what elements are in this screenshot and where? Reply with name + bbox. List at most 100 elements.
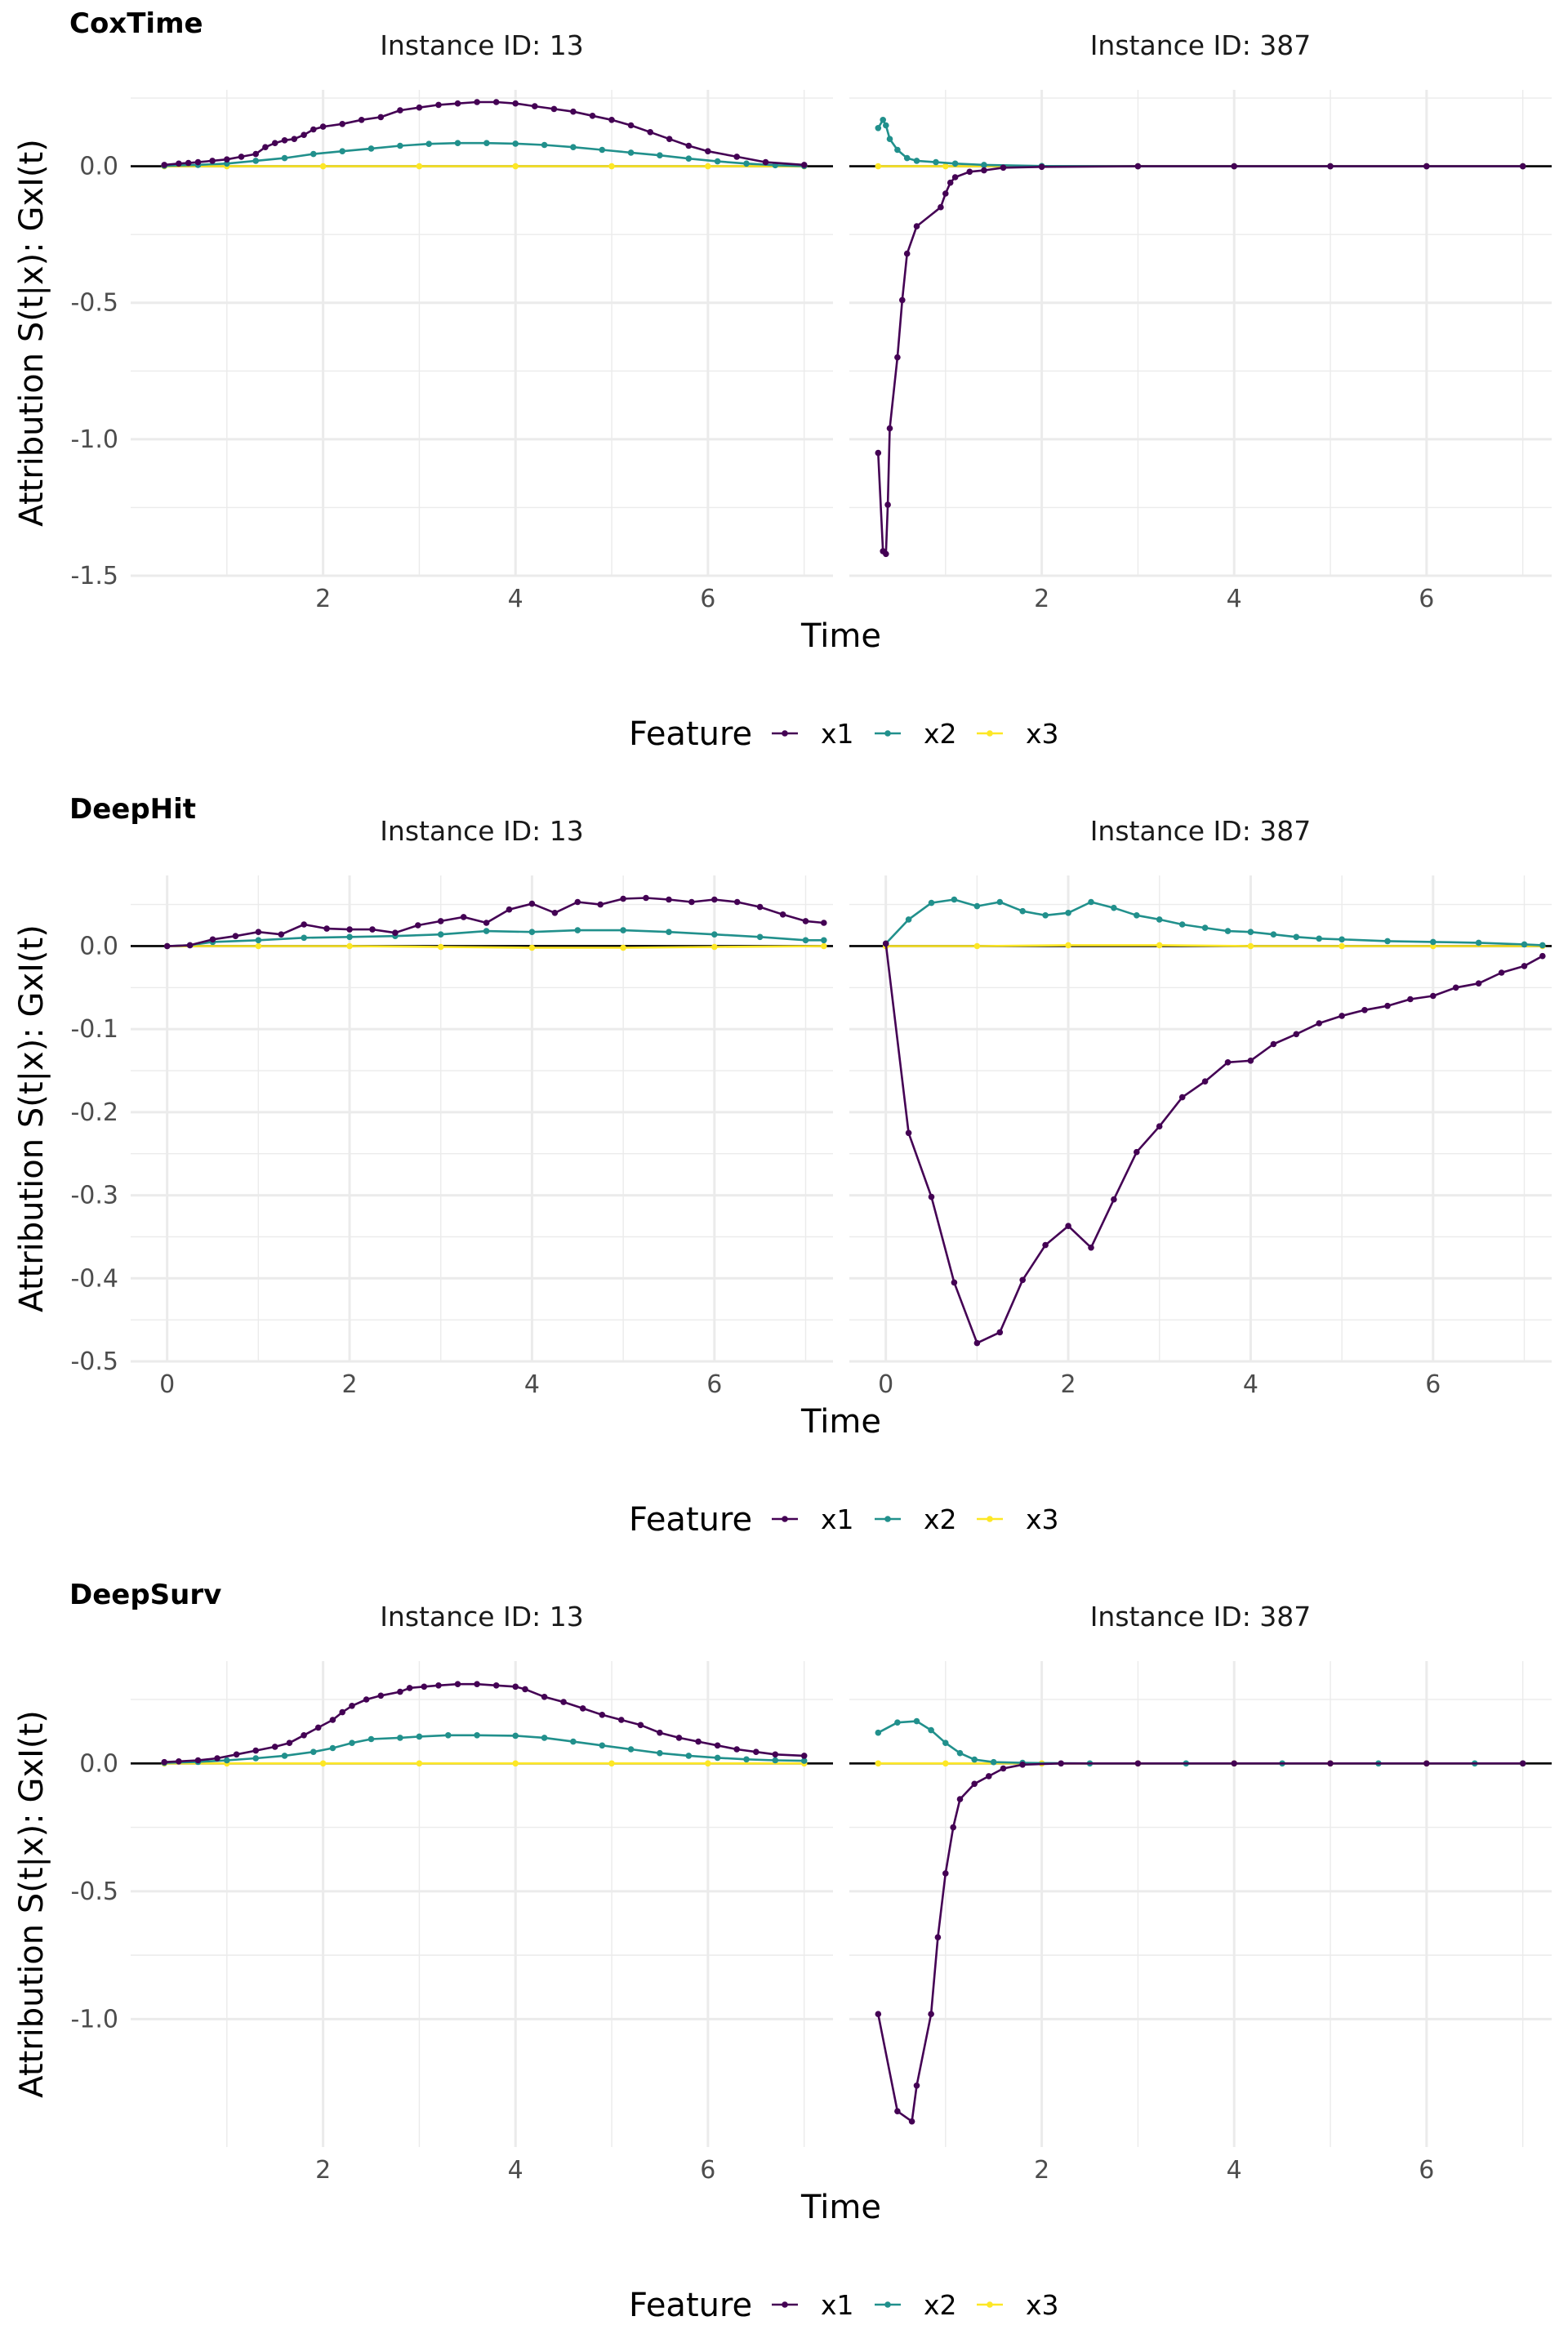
legend-label-x2: x2 (924, 1503, 957, 1535)
data-point-x1 (1178, 1094, 1186, 1101)
data-point-x2 (714, 1754, 721, 1762)
data-point-x2 (928, 899, 935, 906)
data-point-x1 (666, 896, 672, 903)
data-point-x2 (685, 1753, 693, 1759)
data-point-x1 (512, 1683, 519, 1690)
data-point-x1 (1111, 1196, 1117, 1203)
data-point-x2 (1042, 912, 1049, 919)
data-point-x1 (1000, 164, 1007, 172)
data-point-x2 (437, 931, 444, 938)
data-point-x1 (209, 158, 216, 164)
data-point-x1 (483, 920, 490, 926)
data-point-x1 (1042, 1241, 1049, 1249)
facet-strip-label: Instance ID: 387 (1090, 1601, 1312, 1633)
data-point-x2 (821, 937, 827, 944)
x-tick-label: 2 (315, 2156, 331, 2185)
data-point-x1 (271, 140, 278, 146)
data-point-x1 (675, 1735, 683, 1741)
data-point-x2 (454, 140, 461, 146)
legend-label-x3: x3 (1026, 2289, 1059, 2321)
data-point-x1 (252, 1747, 260, 1754)
data-point-x1 (800, 162, 808, 168)
data-point-x1 (647, 129, 653, 136)
data-point-x1 (262, 144, 269, 150)
legend-label-x2: x2 (924, 2289, 957, 2321)
data-point-x2 (445, 1732, 452, 1739)
data-point-x2 (772, 1757, 779, 1764)
y-tick-label: -0.5 (70, 1878, 118, 1906)
data-point-x1 (369, 926, 376, 933)
data-point-x1 (435, 1682, 442, 1689)
x-tick-label: 6 (1425, 1370, 1441, 1399)
x-tick-label: 2 (1034, 585, 1049, 613)
data-point-x1 (286, 1740, 293, 1746)
series-x3 (161, 1760, 808, 1767)
facet-strip-label: Instance ID: 387 (1090, 29, 1312, 61)
data-point-x1 (1088, 1244, 1094, 1251)
data-point-x1 (657, 1729, 663, 1736)
facet-1: Instance ID: 13 2 4 6 (131, 1601, 833, 2185)
y-tick-label: -0.5 (70, 289, 118, 318)
data-point-x2 (981, 162, 987, 168)
data-point-x3 (705, 163, 711, 170)
data-point-x1 (574, 898, 581, 906)
series-x2 (161, 1732, 808, 1766)
x-tick-label: 4 (1227, 585, 1242, 613)
data-point-x3 (319, 163, 327, 170)
data-point-x2 (1475, 939, 1482, 947)
data-point-x2 (483, 928, 490, 934)
data-point-x2 (883, 122, 889, 129)
x-tick-label: 2 (315, 585, 331, 613)
data-point-x1 (608, 117, 615, 123)
data-point-x1 (194, 158, 202, 166)
legend: Feature x1 x2 x3 (629, 715, 1059, 753)
data-point-x1 (1224, 1059, 1232, 1066)
series-x1 (875, 163, 1526, 558)
data-point-x1 (392, 929, 399, 936)
data-point-x2 (1088, 898, 1094, 906)
data-point-x1 (255, 929, 262, 935)
data-point-x2 (743, 1756, 750, 1763)
data-point-x1 (1498, 969, 1505, 976)
data-point-x1 (1134, 163, 1142, 170)
data-point-x2 (528, 929, 536, 935)
legend-label-x2: x2 (924, 718, 957, 750)
data-point-x1 (928, 1193, 935, 1200)
data-point-x2 (224, 1757, 230, 1764)
x-tick-label: 2 (1034, 2156, 1049, 2185)
data-point-x1 (186, 942, 194, 949)
data-point-x2 (1178, 921, 1186, 928)
data-point-x1 (627, 122, 635, 129)
data-point-x1 (882, 940, 889, 947)
data-point-x2 (886, 136, 893, 142)
data-point-x2 (1270, 931, 1277, 938)
data-point-x2 (512, 140, 519, 147)
y-tick-label: -0.3 (70, 1182, 118, 1210)
data-point-x2 (425, 140, 432, 147)
x-tick-label: 6 (1419, 2156, 1434, 2185)
data-point-x2 (933, 158, 939, 166)
data-point-x3 (512, 163, 519, 170)
chart-title: DeepSurv (69, 1579, 221, 1611)
data-point-x2 (928, 1726, 934, 1734)
data-point-x1 (416, 104, 423, 111)
data-point-x2 (913, 1717, 920, 1725)
data-point-x2 (599, 1742, 606, 1749)
data-point-x3 (875, 163, 882, 170)
data-point-x1 (1475, 980, 1482, 987)
data-point-x2 (657, 1749, 663, 1757)
data-point-x1 (214, 1755, 220, 1762)
data-point-x1 (733, 1746, 740, 1753)
data-point-x1 (695, 1738, 702, 1745)
y-axis-title: Attribution S(t|x): GxI(t) (13, 139, 51, 527)
data-point-x1 (733, 898, 741, 906)
x-axis-title: Time (800, 1403, 881, 1441)
data-point-x1 (421, 1683, 428, 1690)
data-point-x2 (1247, 929, 1254, 935)
data-point-x1 (1019, 1276, 1026, 1284)
data-point-x2 (894, 1719, 901, 1726)
x-tick-label: 4 (508, 585, 523, 613)
data-point-x1 (579, 1705, 586, 1712)
legend-key-point-x3 (987, 2301, 993, 2308)
